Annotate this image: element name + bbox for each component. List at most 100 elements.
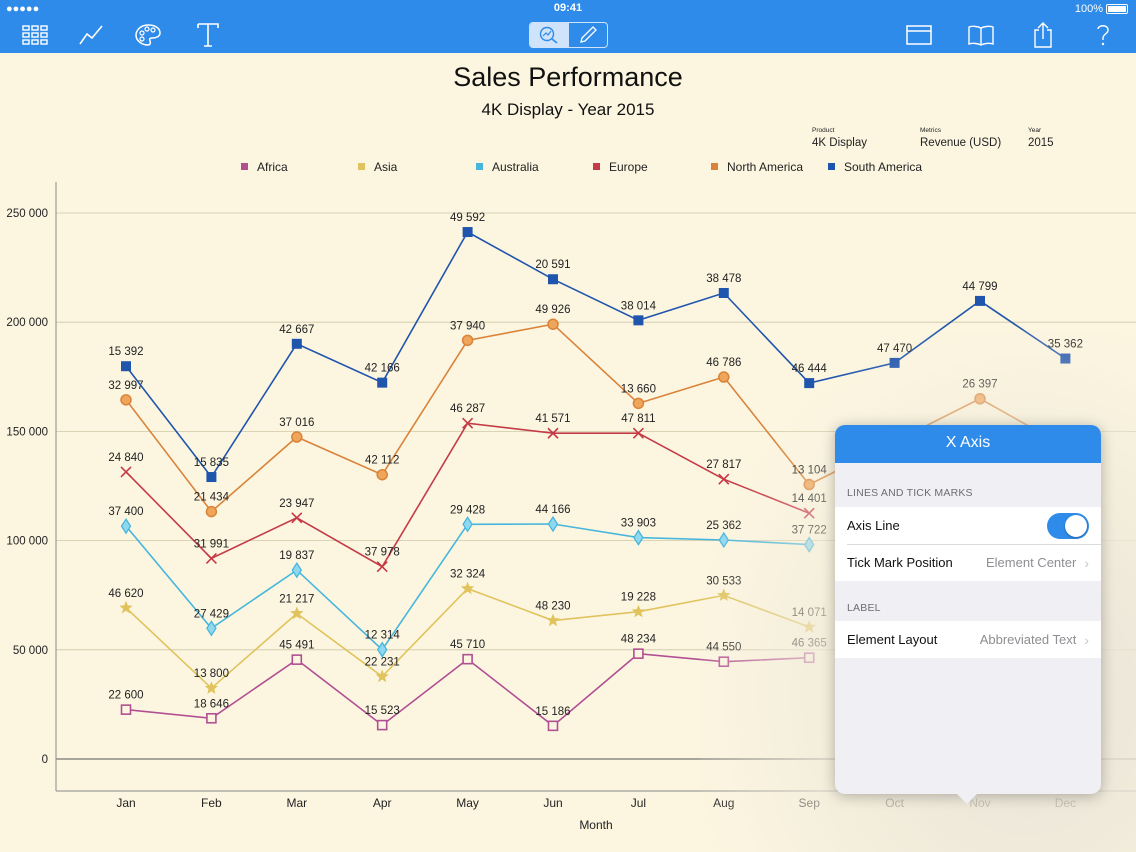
marker — [376, 561, 388, 573]
battery-indicator: 100% — [1075, 3, 1128, 15]
book-icon[interactable] — [963, 20, 999, 50]
marker — [548, 274, 558, 285]
legend-label: South America — [844, 160, 922, 174]
data-point — [205, 505, 218, 518]
chart-info-block: Product 4K Display Metrics Revenue (USD)… — [812, 127, 1054, 149]
data-label: 46 287 — [450, 403, 485, 415]
marker — [205, 552, 217, 564]
data-point — [803, 652, 815, 664]
battery-text: 100% — [1074, 3, 1103, 15]
marker — [205, 505, 218, 518]
data-label: 49 926 — [535, 304, 570, 316]
palette-icon[interactable] — [130, 20, 166, 50]
element-layout-row[interactable]: Element Layout Abbreviated Text › — [835, 621, 1101, 658]
marker — [462, 417, 474, 429]
marker — [632, 427, 644, 439]
marker — [889, 357, 900, 368]
data-point — [376, 641, 388, 658]
x-tick-label: Jan — [116, 796, 135, 810]
x-tick-label: Feb — [201, 796, 222, 810]
data-point — [119, 600, 133, 614]
data-label: 33 903 — [621, 518, 656, 530]
help-icon[interactable] — [1085, 20, 1121, 50]
metrics-value: Revenue (USD) — [920, 137, 1001, 149]
data-label: 15 523 — [365, 705, 400, 717]
data-label: 48 230 — [535, 600, 570, 612]
marker — [461, 334, 474, 347]
marker — [1060, 353, 1071, 364]
data-label: 42 112 — [365, 455, 399, 467]
window-icon[interactable] — [901, 20, 937, 50]
data-point — [633, 648, 644, 659]
data-point — [803, 478, 815, 491]
data-label: 21 434 — [194, 492, 230, 504]
marker — [803, 652, 815, 664]
legend-swatch — [476, 163, 483, 170]
axis-line-toggle[interactable] — [1047, 512, 1089, 539]
data-point — [547, 720, 559, 732]
marker — [975, 295, 985, 306]
data-point — [803, 507, 815, 519]
zoom-chart-icon[interactable] — [530, 23, 568, 47]
marker — [717, 588, 731, 601]
year-value: 2015 — [1028, 137, 1054, 149]
marker — [291, 512, 303, 524]
x-axis-title: Month — [579, 818, 612, 832]
marker — [547, 318, 559, 330]
data-point — [631, 604, 646, 618]
marker — [206, 620, 217, 637]
x-tick-label: Sep — [799, 796, 821, 810]
data-label: 41 571 — [535, 413, 570, 425]
grid-icon[interactable] — [17, 20, 53, 50]
x-tick-label: May — [456, 796, 479, 810]
element-layout-label: Element Layout — [847, 632, 938, 647]
marker — [803, 507, 815, 519]
view-mode-segmented-control[interactable] — [529, 22, 608, 48]
x-tick-label: Aug — [713, 796, 734, 810]
legend-label: Europe — [609, 160, 648, 174]
marker — [547, 720, 559, 732]
line-chart-icon[interactable] — [73, 20, 109, 50]
data-label: 21 217 — [279, 593, 314, 605]
data-label: 37 978 — [365, 547, 400, 559]
metrics-label: Metrics — [920, 127, 942, 134]
data-label: 27 429 — [194, 608, 229, 620]
legend-label: Africa — [257, 160, 288, 174]
share-icon[interactable] — [1025, 20, 1061, 50]
data-point — [204, 681, 219, 694]
data-label: 20 591 — [535, 259, 570, 271]
axis-line-label: Axis Line — [847, 518, 900, 533]
data-label: 31 991 — [194, 538, 229, 550]
data-label: 35 362 — [1048, 339, 1083, 351]
data-point — [375, 669, 389, 683]
data-label: 14 071 — [792, 607, 827, 619]
data-label: 37 016 — [279, 417, 314, 429]
text-format-icon[interactable] — [190, 20, 226, 50]
legend-swatch — [241, 163, 248, 170]
status-time: 09:41 — [553, 2, 583, 14]
product-value: 4K Display — [812, 137, 867, 149]
y-tick-label: 150 000 — [6, 426, 48, 438]
status-bar: ●●●●● 09:41 100% — [0, 0, 1136, 18]
marker — [633, 315, 644, 326]
marker — [119, 600, 133, 614]
marker — [376, 641, 388, 658]
data-label: 29 428 — [450, 504, 485, 516]
marker — [121, 361, 131, 372]
marker — [120, 517, 132, 535]
data-point — [120, 704, 132, 715]
marker — [120, 704, 132, 715]
data-label: 25 362 — [706, 520, 741, 532]
marker — [291, 338, 302, 349]
chevron-right-icon: › — [1084, 554, 1089, 571]
data-label: 19 228 — [621, 592, 656, 604]
data-label: 44 550 — [706, 642, 741, 654]
x-tick-label: Oct — [885, 796, 904, 810]
axis-line-row[interactable]: Axis Line — [835, 507, 1101, 544]
data-point — [633, 315, 644, 326]
legend-label: Asia — [374, 160, 398, 174]
data-label: 15 186 — [535, 706, 570, 718]
pen-icon[interactable] — [568, 23, 607, 47]
tick-mark-position-row[interactable]: Tick Mark Position Element Center › — [835, 544, 1101, 581]
data-point — [717, 588, 731, 601]
